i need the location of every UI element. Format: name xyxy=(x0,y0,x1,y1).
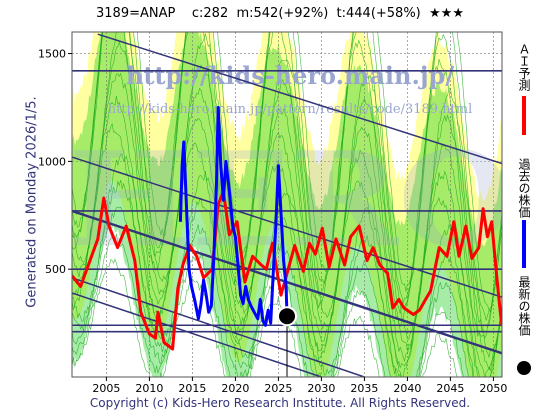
band-line xyxy=(72,32,502,312)
trend-line xyxy=(72,156,502,298)
y-tick-label: 500 xyxy=(45,263,66,276)
band-line xyxy=(72,32,502,339)
x-tick-label: 2040 xyxy=(393,382,421,395)
latest-price-dot xyxy=(277,306,297,327)
band-line xyxy=(72,122,502,377)
chart-title: 3189=ANAP c:282 m:542(+92%) t:444(+58%) … xyxy=(96,6,464,21)
legend-label: ＡＩ予測 xyxy=(517,43,531,92)
band-line xyxy=(72,206,469,377)
trend-line xyxy=(97,33,502,165)
copyright-notice: Copyright (c) Kids-Hero Research Institu… xyxy=(89,396,471,410)
price-series xyxy=(72,106,502,351)
legend-label: 最新の株価 xyxy=(517,276,531,336)
watermark-big: HERO xyxy=(68,123,511,276)
x-tick-label: 2045 xyxy=(436,382,464,395)
band-line xyxy=(72,95,502,377)
past-price-line xyxy=(178,106,289,327)
legend-swatch-dot xyxy=(517,361,531,375)
y-tick-label: 1500 xyxy=(38,48,66,61)
x-tick-label: 2030 xyxy=(307,382,335,395)
trend-line xyxy=(72,277,365,377)
y-axis: 500 1000 1500 xyxy=(38,48,72,276)
band-yellow xyxy=(72,32,502,377)
watermarks: HERO http://kids-hero.main.jp/ http://ki… xyxy=(68,61,511,276)
x-tick-label: 2010 xyxy=(135,382,163,395)
trend-line xyxy=(72,292,322,377)
x-tick-label: 2050 xyxy=(479,382,507,395)
x-tick-label: 2005 xyxy=(92,382,120,395)
x-tick-label: 2020 xyxy=(221,382,249,395)
x-tick-label: 2015 xyxy=(178,382,206,395)
band-line xyxy=(72,41,502,370)
x-tick-label: 2025 xyxy=(264,382,292,395)
plot-frame xyxy=(71,31,503,378)
legend-label: 過去の株価 xyxy=(517,158,531,218)
y-tick-label: 1000 xyxy=(38,155,66,168)
x-tick-label: 2035 xyxy=(350,382,378,395)
ai-prediction-line xyxy=(72,190,502,351)
watermark-main: http://kids-hero.main.jp/ xyxy=(126,61,454,90)
latest-price-marker xyxy=(277,306,297,377)
x-axis: 2005 2010 2015 2020 2025 2030 2035 2040 2045 2050 xyxy=(92,377,507,395)
watermark-sub: http://kids-hero.main.jp/pattern/results… xyxy=(108,102,473,117)
band-green xyxy=(72,32,502,377)
